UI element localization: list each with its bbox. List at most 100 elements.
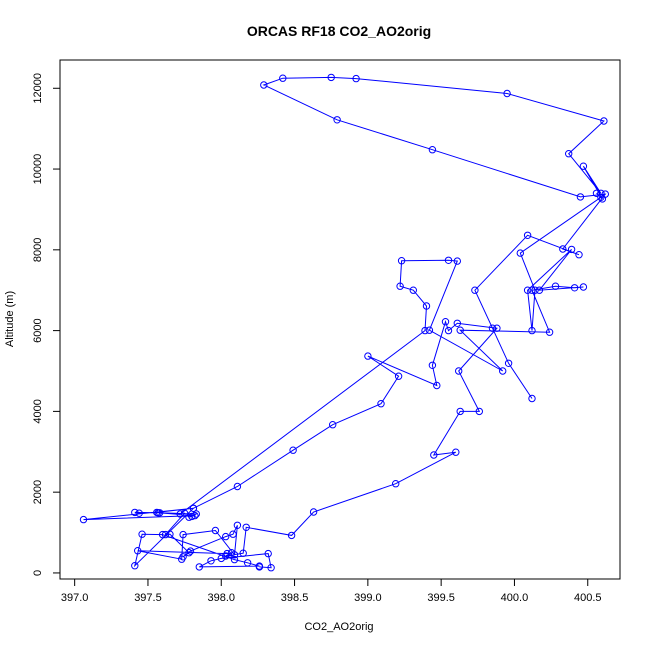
y-tick-label: 10000 <box>32 154 44 185</box>
x-tick-label: 398.5 <box>281 592 309 604</box>
data-point <box>153 508 161 517</box>
data-point <box>535 286 544 294</box>
y-tick-label: 4000 <box>32 399 44 423</box>
data-point <box>523 286 532 294</box>
data-point <box>180 509 189 517</box>
data-point <box>597 189 605 198</box>
data-point <box>601 190 609 198</box>
y-tick-label: 2000 <box>32 480 44 504</box>
data-point <box>131 562 139 570</box>
data-point <box>488 324 497 332</box>
data-point <box>579 283 588 291</box>
data-point <box>135 509 143 517</box>
y-axis: 0 2000 4000 6000 8000 10000 12000 <box>32 73 60 576</box>
data-point <box>192 510 201 518</box>
plot-frame <box>59 59 621 580</box>
data-point <box>493 324 501 332</box>
data-point <box>392 480 400 488</box>
data-point <box>243 559 252 567</box>
data-point <box>455 367 463 375</box>
data-series <box>79 73 609 572</box>
data-point <box>471 286 479 294</box>
data-point <box>229 530 237 538</box>
data-point <box>421 326 429 335</box>
data-point <box>309 508 318 516</box>
y-tick-label: 12000 <box>32 73 44 104</box>
data-point <box>528 286 536 294</box>
data-point <box>211 526 220 535</box>
y-tick-label: 8000 <box>32 238 44 262</box>
data-point <box>195 563 204 571</box>
series-line <box>83 76 607 569</box>
data-point <box>327 73 335 82</box>
x-tick-label: 399.5 <box>427 592 455 604</box>
data-point <box>422 302 431 310</box>
data-point <box>425 326 434 334</box>
data-point <box>138 530 146 538</box>
data-point <box>79 515 88 524</box>
data-point <box>179 530 187 539</box>
data-point <box>433 381 441 390</box>
data-point <box>222 552 230 560</box>
data-point <box>329 421 337 429</box>
data-point <box>531 286 539 294</box>
data-point <box>222 532 230 541</box>
data-point <box>161 530 170 539</box>
data-point <box>189 504 198 512</box>
data-point <box>516 249 524 257</box>
data-point <box>567 245 576 254</box>
data-point <box>185 513 193 521</box>
data-point <box>409 286 417 294</box>
data-point <box>186 547 195 555</box>
data-point <box>233 482 242 491</box>
data-point <box>528 326 536 335</box>
data-point <box>217 554 226 563</box>
y-tick-label: 6000 <box>32 318 44 342</box>
data-point <box>264 549 272 558</box>
data-point <box>255 562 264 570</box>
data-point <box>559 245 567 253</box>
data-point <box>397 257 406 265</box>
data-point <box>364 352 372 360</box>
data-point <box>579 162 588 170</box>
data-point <box>551 282 560 290</box>
data-point <box>185 549 193 557</box>
data-point <box>475 407 483 416</box>
data-point <box>444 256 453 264</box>
x-tick-label: 398.0 <box>207 592 235 604</box>
data-point <box>289 446 297 454</box>
data-point <box>176 510 184 518</box>
x-tick-label: 400.5 <box>574 592 602 604</box>
x-axis-label: CO2_AO2orig <box>304 621 373 633</box>
data-point <box>428 146 437 154</box>
data-point <box>178 555 186 563</box>
data-point <box>444 326 453 335</box>
data-point <box>545 328 554 336</box>
data-point <box>279 74 287 82</box>
data-point <box>158 530 167 539</box>
x-tick-label: 397.5 <box>134 592 162 604</box>
data-point <box>575 251 583 259</box>
data-point <box>523 231 532 240</box>
data-point <box>396 282 404 290</box>
data-point <box>592 189 601 198</box>
x-axis: 397.0 397.5 398.0 398.5 399.0 399.5 400.0 400.5 <box>61 579 602 604</box>
data-point <box>156 509 164 517</box>
data-point <box>242 523 250 531</box>
data-point <box>452 448 460 456</box>
data-point <box>352 74 360 83</box>
data-point <box>287 531 296 540</box>
data-point <box>456 326 464 334</box>
data-point <box>499 367 507 375</box>
data-point <box>188 512 196 521</box>
y-axis-label: Altitude (m) <box>4 291 16 347</box>
data-point <box>260 81 268 89</box>
data-point <box>453 319 461 327</box>
data-point <box>430 451 438 459</box>
data-point <box>565 150 573 158</box>
data-point <box>456 407 464 416</box>
data-point <box>453 257 461 265</box>
y-tick-label: 0 <box>32 570 44 576</box>
chart-title: ORCAS RF18 CO2_AO2orig <box>247 23 431 39</box>
